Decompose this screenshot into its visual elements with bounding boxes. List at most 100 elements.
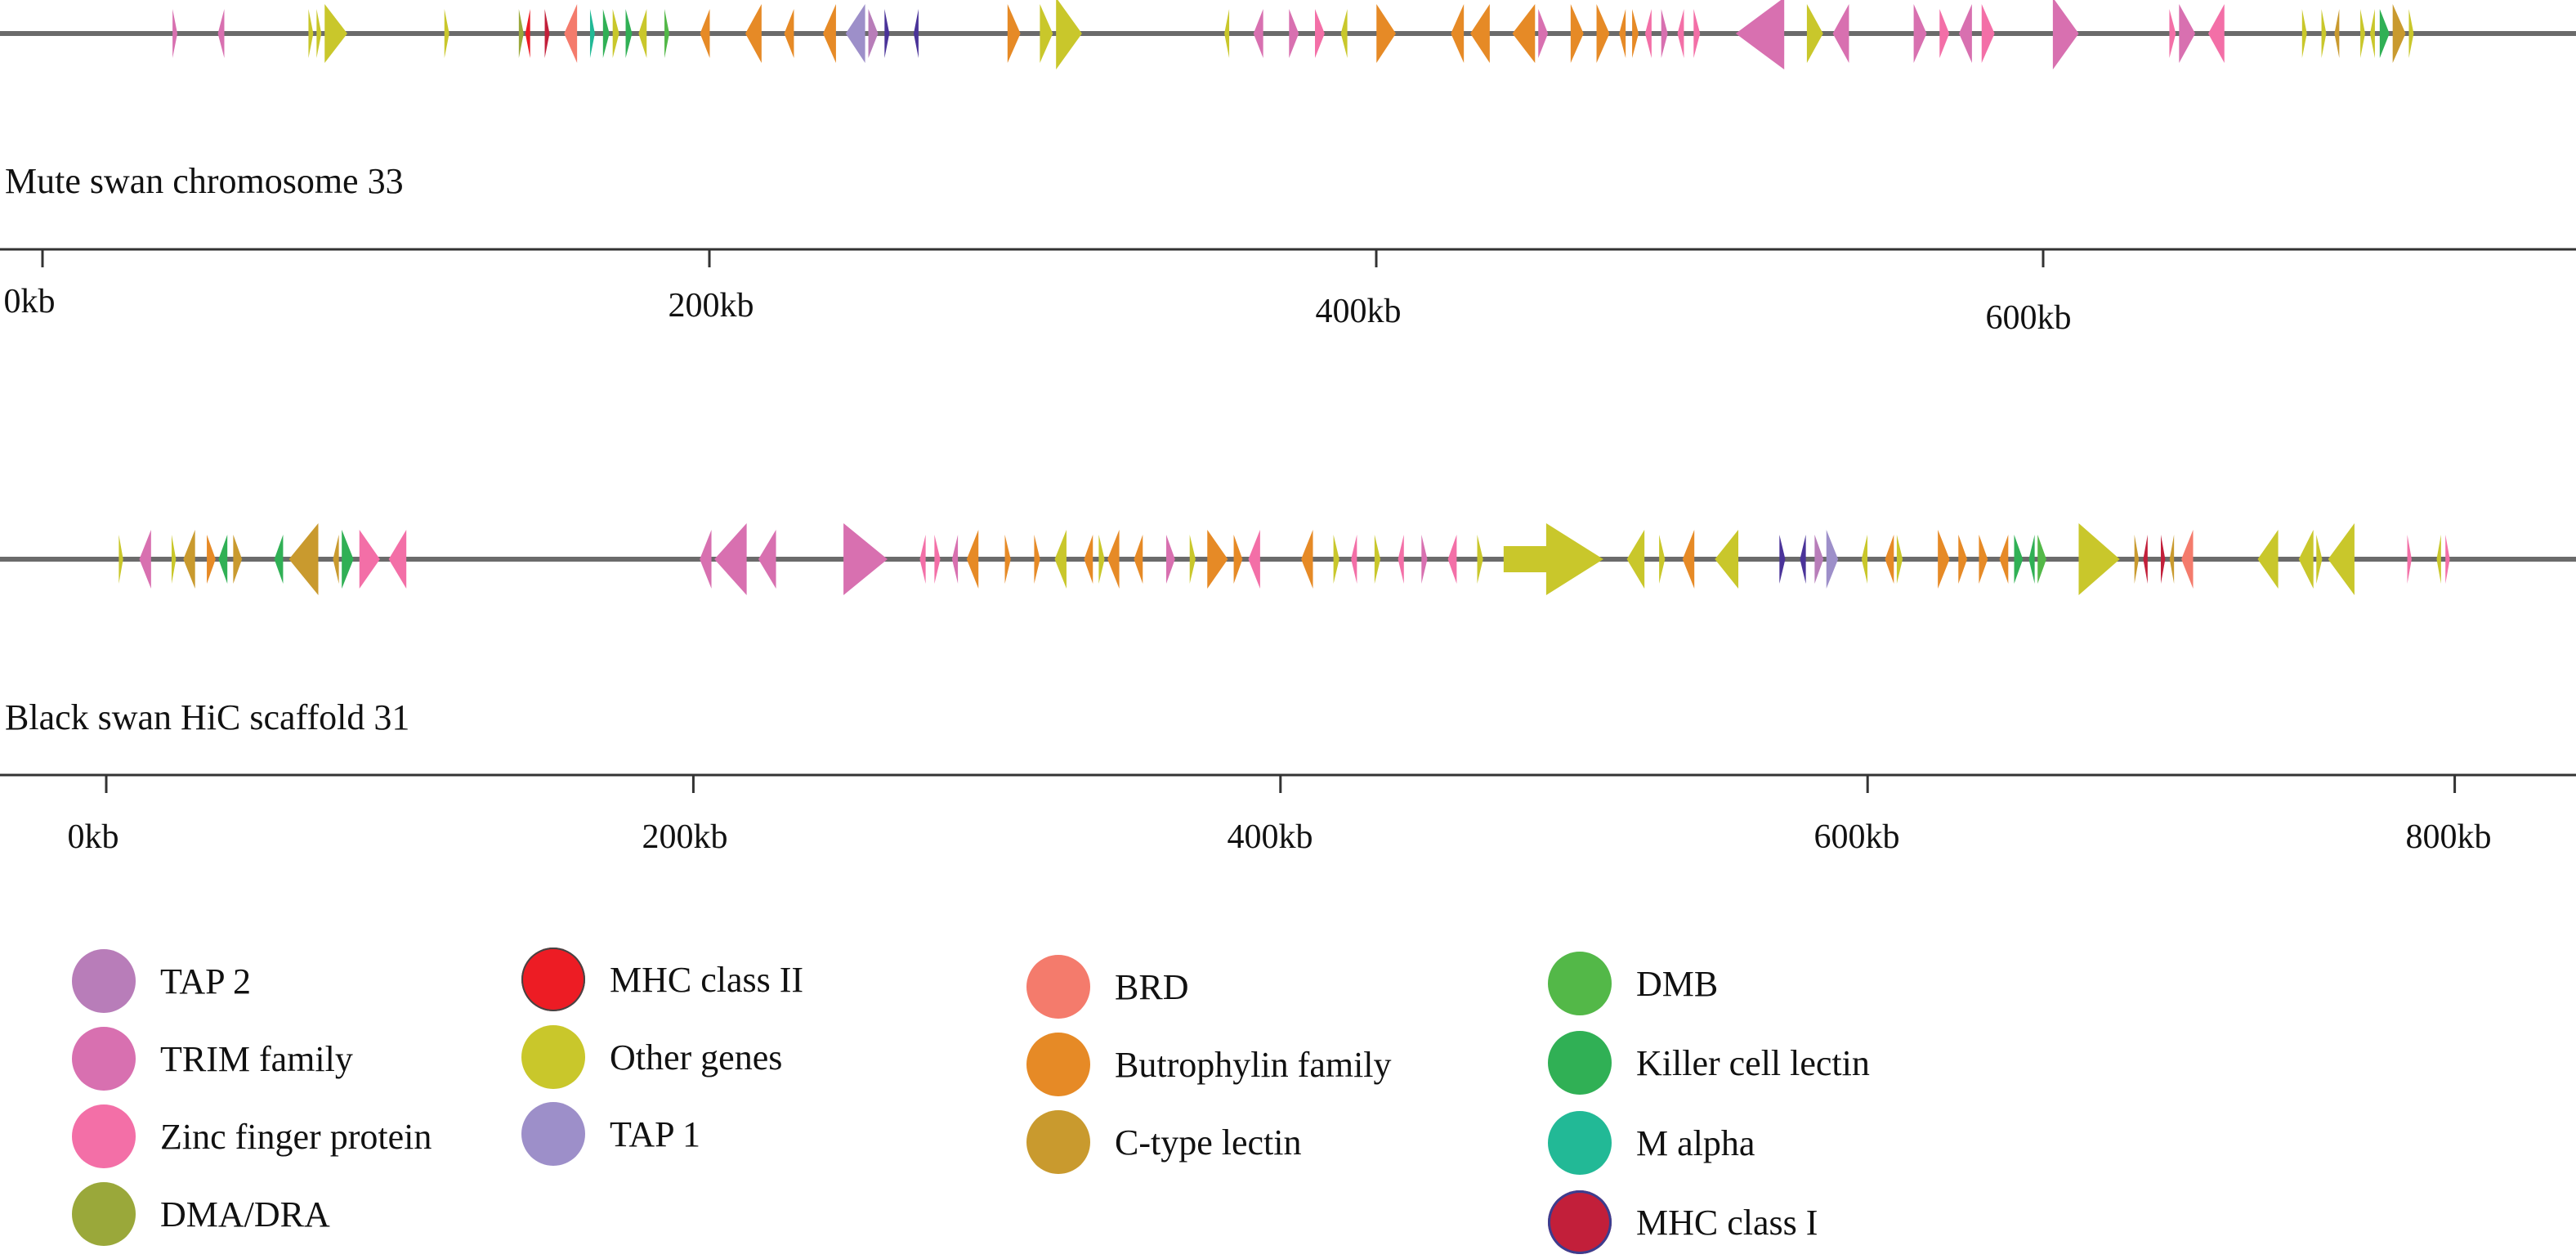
black-gene-51-butrophylin: [1885, 535, 1894, 584]
black-gene-10-killer: [342, 530, 354, 589]
mute-gene-57-other: [2321, 9, 2327, 58]
legend-swatch-butrophylin: [1026, 1033, 1090, 1096]
mute-gene-21-tap2: [868, 9, 879, 58]
legend-label-dma: DMA/DRA: [160, 1194, 330, 1234]
black-gene-70-zinc: [2407, 535, 2412, 584]
mute-gene-5-other: [444, 9, 449, 58]
black-tick-label-2: 400kb: [1227, 818, 1313, 856]
mute-gene-27-other: [1224, 9, 1230, 58]
mute-gene-51-zinc: [1981, 4, 1995, 63]
mute-gene-42-trim: [1661, 9, 1668, 58]
black-gene-16-trim: [843, 523, 888, 595]
black-gene-41-other: [1503, 523, 1603, 595]
mute-gene-13-killer: [625, 9, 633, 58]
black-gene-63-mhc1: [2161, 535, 2166, 584]
black-gene-71-other: [2436, 535, 2441, 584]
black-gene-54-butrophylin: [1958, 535, 1968, 584]
mute-gene-19-butrophylin: [823, 4, 836, 63]
mute-gene-32-butrophylin: [1376, 4, 1396, 63]
mute-gene-25-other: [1040, 4, 1053, 63]
mute-tick-label-3: 600kb: [1985, 299, 2072, 337]
black-gene-64-clectin: [2169, 535, 2175, 584]
mute-gene-50-trim: [1959, 4, 1972, 63]
mute-gene-60-other: [2369, 9, 2375, 58]
black-gene-62-mhc1: [2143, 535, 2148, 584]
legend-item-tap2: TAP 2: [72, 944, 251, 1018]
mute-gene-0-trim: [172, 9, 178, 58]
black-gene-30-butrophylin: [1207, 530, 1228, 589]
black-tick-label-4: 800kb: [2405, 818, 2492, 856]
black-gene-24-butrophylin: [1084, 535, 1093, 584]
mute-gene-62-clectin: [2392, 4, 2406, 63]
black-gene-6-clectin: [233, 535, 243, 584]
mute-gene-58-clectin: [2334, 9, 2340, 58]
mute-gene-59-other: [2360, 9, 2366, 58]
black-gene-45-other: [1715, 530, 1739, 589]
black-gene-29-other: [1189, 535, 1196, 584]
black-gene-35-zinc: [1351, 535, 1357, 584]
legend-item-other: Other genes: [521, 1020, 782, 1094]
black-gene-27-butrophylin: [1134, 535, 1143, 584]
legend-item-clectin: C-type lectin: [1026, 1105, 1302, 1179]
mute-gene-10-malpha: [589, 9, 595, 58]
mute-gene-31-other: [1340, 9, 1348, 58]
black-gene-72-zinc: [2445, 535, 2450, 584]
black-track-label: Black swan HiC scaffold 31: [5, 697, 410, 737]
mute-tick-label-2: 400kb: [1315, 293, 1402, 330]
black-gene-60-other: [2078, 523, 2120, 595]
black-gene-49-tap1: [1826, 530, 1839, 589]
mute-tick-label-1: 200kb: [668, 287, 754, 325]
black-gene-61-clectin: [2134, 535, 2140, 584]
black-gene-13-trim: [700, 530, 712, 589]
mute-track-label: Mute swan chromosome 33: [5, 161, 404, 201]
mute-gene-8-mhc1: [544, 9, 550, 58]
black-gene-22-butrophylin: [1034, 535, 1040, 584]
mute-gene-37-butrophylin: [1570, 4, 1584, 63]
black-gene-31-butrophylin: [1233, 535, 1243, 584]
mute-gene-55-zinc: [2207, 4, 2225, 63]
mute-gene-12-other: [612, 9, 619, 58]
legend-swatch-tap1: [521, 1102, 585, 1166]
legend-label-brd: BRD: [1115, 966, 1189, 1007]
legend-label-mhc2: MHC class II: [610, 959, 804, 1000]
mute-gene-48-trim: [1913, 4, 1927, 63]
black-gene-48-tap2: [1814, 535, 1824, 584]
legend-item-mhc2: MHC class II: [521, 943, 803, 1016]
legend-label-trim: TRIM family: [160, 1038, 353, 1079]
legend-item-trim: TRIM family: [72, 1022, 353, 1095]
black-gene-67-other: [2298, 530, 2314, 589]
mute-gene-56-other: [2301, 9, 2307, 58]
black-gene-19-trim: [951, 535, 959, 584]
mute-gene-47-trim: [1832, 4, 1849, 63]
legend: TAP 2 TRIM family Zinc finger protein DM…: [0, 932, 2576, 1258]
mute-gene-3-other: [316, 9, 322, 58]
legend-item-dma: DMA/DRA: [72, 1177, 330, 1251]
gene-tracks: [0, 0, 2576, 793]
mute-gene-49-zinc: [1939, 9, 1950, 58]
legend-item-malpha: M alpha: [1548, 1106, 1755, 1180]
legend-label-clectin: C-type lectin: [1115, 1122, 1302, 1163]
black-gene-53-butrophylin: [1938, 530, 1950, 589]
mute-gene-28-trim: [1253, 9, 1263, 58]
legend-swatch-mhc2: [521, 948, 585, 1011]
legend-swatch-trim: [72, 1027, 136, 1091]
black-gene-7-killer: [274, 535, 284, 584]
black-gene-8-clectin: [288, 523, 319, 595]
mute-gene-18-butrophylin: [784, 9, 794, 58]
mute-gene-7-mhc2: [525, 9, 530, 58]
legend-item-brd: BRD: [1026, 950, 1188, 1024]
mute-gene-20-tap1: [845, 4, 865, 63]
black-gene-38-trim: [1421, 535, 1428, 584]
mute-gene-24-butrophylin: [1007, 4, 1021, 63]
black-gene-21-butrophylin: [1004, 535, 1011, 584]
black-gene-4-butrophylin: [207, 535, 216, 584]
mute-gene-53-zinc: [2169, 9, 2176, 58]
mute-gene-26-other: [1056, 0, 1082, 69]
black-gene-14-trim: [714, 523, 747, 595]
legend-label-butrophylin: Butrophylin family: [1115, 1044, 1392, 1085]
mute-gene-46-other: [1806, 4, 1823, 63]
synteny-figure: Mute swan chromosome 33 Black swan HiC s…: [0, 0, 2576, 856]
legend-swatch-tap2: [72, 949, 136, 1013]
black-gene-47-mhc2ind: [1800, 535, 1806, 584]
black-gene-65-brd: [2181, 530, 2194, 589]
